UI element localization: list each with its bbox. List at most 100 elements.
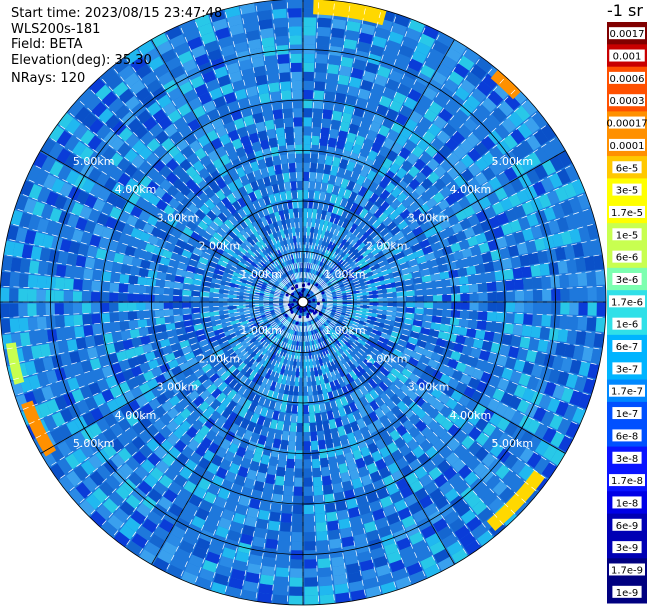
range-gate-cell (474, 172, 488, 186)
range-gate-cell (563, 404, 578, 421)
range-gate-cell (359, 288, 369, 293)
range-gate-cell (295, 322, 299, 332)
range-gate-cell (275, 310, 285, 316)
range-gate-cell (272, 332, 280, 342)
range-gate-cell (288, 595, 303, 605)
range-gate-cell (217, 336, 228, 345)
range-gate-cell (67, 100, 84, 117)
range-gate-cell (315, 521, 328, 532)
range-gate-cell (329, 538, 342, 549)
range-gate-cell (534, 457, 550, 474)
range-gate-cell (451, 293, 461, 302)
range-gate-cell (303, 89, 313, 100)
range-gate-cell (412, 445, 425, 459)
range-gate-cell (427, 406, 440, 419)
range-gate-cell (145, 310, 156, 319)
range-gate-cell (471, 523, 488, 539)
range-gate-cell (218, 298, 228, 302)
range-gate-cell (80, 162, 94, 178)
range-gate-cell (100, 313, 111, 324)
range-gate-cell (266, 313, 276, 318)
range-gate-cell (227, 294, 237, 299)
range-gate-cell (516, 399, 530, 414)
range-gate-cell (465, 132, 480, 147)
range-gate-cell (96, 465, 112, 481)
range-gate-cell (459, 310, 470, 319)
range-gate-cell (54, 395, 68, 411)
range-gate-cell (427, 216, 439, 228)
range-gate-cell (303, 62, 315, 72)
range-gate-cell (84, 336, 96, 348)
range-gate-cell (463, 365, 476, 377)
range-gate-cell (399, 261, 410, 270)
range-gate-cell (326, 73, 338, 84)
range-gate-cell (345, 257, 355, 266)
range-gate-cell (30, 246, 42, 261)
range-gate-cell (230, 225, 240, 236)
range-gate-cell (275, 323, 283, 332)
range-gate-cell (341, 291, 351, 296)
range-gate-cell (573, 345, 585, 360)
range-gate-cell (435, 256, 447, 266)
range-gate-cell (275, 475, 285, 486)
range-gate-cell (432, 191, 445, 204)
range-gate-cell (550, 449, 566, 466)
range-gate-cell (244, 344, 254, 353)
range-gate-cell (57, 251, 69, 265)
range-gate-cell (65, 265, 76, 278)
range-gate-cell (378, 525, 392, 538)
range-gate-cell (408, 220, 420, 231)
range-gate-cell (482, 73, 499, 90)
range-gate-cell (332, 306, 342, 310)
range-gate-cell (411, 383, 424, 395)
range-gate-cell (110, 322, 121, 333)
range-gate-cell (154, 287, 165, 295)
range-gate-cell (156, 271, 167, 281)
range-gate-cell (135, 239, 148, 251)
range-gate-cell (247, 346, 256, 356)
range-gate-cell (455, 334, 466, 345)
range-gate-cell (518, 414, 533, 430)
range-gate-cell (317, 549, 330, 560)
range-gate-cell (179, 184, 191, 197)
range-gate-cell (65, 453, 80, 470)
range-gate-cell (221, 407, 233, 419)
range-gate-cell (92, 269, 103, 281)
range-gate-cell (375, 237, 386, 247)
range-gate-cell (319, 594, 335, 605)
range-gate-cell (433, 294, 443, 302)
range-gate-cell (418, 116, 433, 130)
range-gate-cell (42, 234, 54, 249)
range-gate-cell (512, 442, 527, 458)
range-gate-cell (383, 323, 394, 331)
range-gate-cell (492, 388, 505, 402)
range-gate-cell (390, 225, 401, 236)
range-gate-cell (584, 256, 596, 271)
range-gate-cell (289, 320, 295, 330)
range-gate-cell (209, 287, 220, 294)
range-gate-cell (421, 413, 434, 426)
range-gate-cell (581, 240, 593, 256)
range-gate-cell (475, 209, 488, 223)
range-gate-cell (452, 250, 464, 261)
range-gate-cell (287, 329, 293, 339)
range-gate-cell (291, 541, 303, 551)
range-gate-cell (120, 264, 131, 275)
range-gate-cell (192, 546, 208, 560)
range-gate-cell (409, 570, 427, 585)
range-gate-cell (421, 525, 437, 539)
range-gate-cell (381, 245, 392, 255)
range-gate-cell (239, 257, 249, 266)
range-gate-cell (343, 404, 353, 415)
range-gate-cell (477, 282, 488, 292)
range-gate-cell (303, 459, 312, 469)
range-gate-cell (206, 512, 221, 526)
range-gate-cell (307, 263, 311, 273)
range-gate-cell (329, 465, 340, 476)
range-gate-cell (496, 171, 510, 186)
range-gate-cell (448, 70, 464, 86)
colorbar-tick-label: 6e-7 (616, 342, 639, 353)
range-gate-cell (233, 382, 243, 393)
range-gate-cell (443, 226, 455, 238)
range-gate-cell (382, 377, 393, 388)
